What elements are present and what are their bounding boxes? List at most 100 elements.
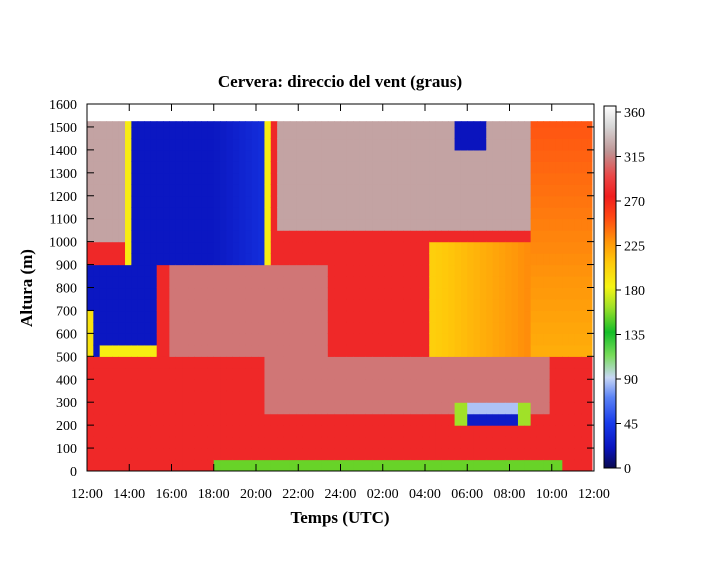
heatmap-cell — [258, 356, 266, 369]
heatmap-cell — [251, 218, 259, 231]
heatmap-cells — [87, 121, 593, 471]
heatmap-cell — [536, 172, 544, 185]
heatmap-cell — [277, 184, 285, 197]
heatmap-cell — [486, 230, 494, 243]
heatmap-cell — [391, 425, 399, 438]
heatmap-cell — [327, 425, 335, 438]
heatmap-cell — [467, 207, 475, 220]
heatmap-cell — [568, 138, 576, 151]
heatmap-cell — [283, 310, 291, 323]
heatmap-cell — [277, 149, 285, 162]
heatmap-cell — [144, 298, 151, 312]
heatmap-cell — [315, 379, 323, 392]
heatmap-cell — [251, 276, 259, 289]
heatmap-cell — [321, 344, 329, 357]
heatmap-cell — [524, 287, 532, 300]
heatmap-cell — [188, 333, 196, 346]
heatmap-cell — [226, 310, 234, 323]
heatmap-cell — [517, 413, 525, 426]
heatmap-cell — [448, 344, 456, 357]
heatmap-cell — [441, 402, 449, 415]
heatmap-cell — [492, 459, 500, 471]
heatmap-cell — [416, 459, 424, 471]
heatmap-cell — [308, 138, 316, 151]
heatmap-cell — [131, 138, 139, 151]
heatmap-cell — [239, 126, 247, 140]
heatmap-cell — [581, 402, 589, 415]
heatmap-cell — [131, 321, 139, 334]
heatmap-cell — [511, 425, 519, 438]
heatmap-cell — [574, 172, 582, 185]
heatmap-cell — [384, 121, 392, 128]
heatmap-cell — [543, 230, 551, 243]
heatmap-cell — [194, 121, 202, 128]
heatmap-cell — [410, 149, 418, 162]
heatmap-cell — [460, 184, 468, 197]
heatmap-cell — [524, 356, 532, 369]
heatmap-cell — [378, 264, 386, 277]
heatmap-cell — [340, 207, 348, 220]
heatmap-cell — [574, 356, 582, 369]
heatmap-cell — [264, 298, 272, 312]
heatmap-cell — [479, 356, 487, 369]
heatmap-cell — [403, 379, 411, 392]
heatmap-cell — [555, 344, 563, 357]
heatmap-cell — [289, 390, 297, 403]
heatmap-cell — [315, 413, 323, 426]
heatmap-cell — [137, 161, 145, 174]
heatmap-cell — [384, 149, 392, 162]
heatmap-cell — [144, 161, 151, 174]
heatmap-cell — [163, 390, 170, 403]
heatmap-cell — [517, 138, 525, 151]
heatmap-cell — [422, 172, 430, 185]
heatmap-cell — [517, 344, 525, 357]
heatmap-cell — [226, 218, 234, 231]
heatmap-cell — [245, 287, 253, 300]
heatmap-cell — [359, 298, 367, 312]
heatmap-cell — [340, 298, 348, 312]
heatmap-cell — [391, 321, 399, 334]
heatmap-cell — [517, 356, 525, 369]
heatmap-cell — [245, 356, 253, 369]
heatmap-cell — [93, 298, 101, 312]
heatmap-cell — [308, 276, 316, 289]
heatmap-cell — [517, 436, 525, 449]
heatmap-cell — [403, 253, 411, 266]
heatmap-cell — [207, 264, 215, 277]
heatmap-cell — [106, 172, 113, 185]
heatmap-cell — [144, 276, 151, 289]
heatmap-cell — [479, 161, 487, 174]
heatmap-cell — [99, 367, 107, 380]
heatmap-cell — [169, 241, 177, 254]
heatmap-cell — [511, 459, 519, 471]
heatmap-cell — [277, 276, 285, 289]
heatmap-cell — [372, 356, 380, 369]
heatmap-cell — [422, 298, 430, 312]
heatmap-cell — [581, 321, 589, 334]
heatmap-cell — [568, 448, 576, 461]
heatmap-cell — [163, 121, 170, 128]
heatmap-cell — [359, 218, 367, 231]
heatmap-cell — [543, 184, 551, 197]
heatmap-cell — [524, 241, 532, 254]
heatmap-cell — [175, 390, 183, 403]
heatmap-cell — [131, 310, 139, 323]
heatmap-cell — [118, 436, 126, 449]
heatmap-cell — [327, 287, 335, 300]
heatmap-cell — [245, 138, 253, 151]
heatmap-cell — [188, 356, 196, 369]
heatmap-cell — [448, 333, 456, 346]
heatmap-cell — [397, 276, 405, 289]
heatmap-cell — [511, 448, 519, 461]
heatmap-cell — [308, 425, 316, 438]
heatmap-cell — [106, 276, 113, 289]
heatmap-cell — [422, 367, 430, 380]
heatmap-cell — [372, 184, 380, 197]
heatmap-cell — [574, 121, 582, 128]
heatmap-cell — [99, 402, 107, 415]
heatmap-cell — [574, 195, 582, 208]
heatmap-cell — [201, 402, 209, 415]
heatmap-cell — [118, 390, 126, 403]
heatmap-cell — [207, 207, 215, 220]
heatmap-cell — [207, 253, 215, 266]
